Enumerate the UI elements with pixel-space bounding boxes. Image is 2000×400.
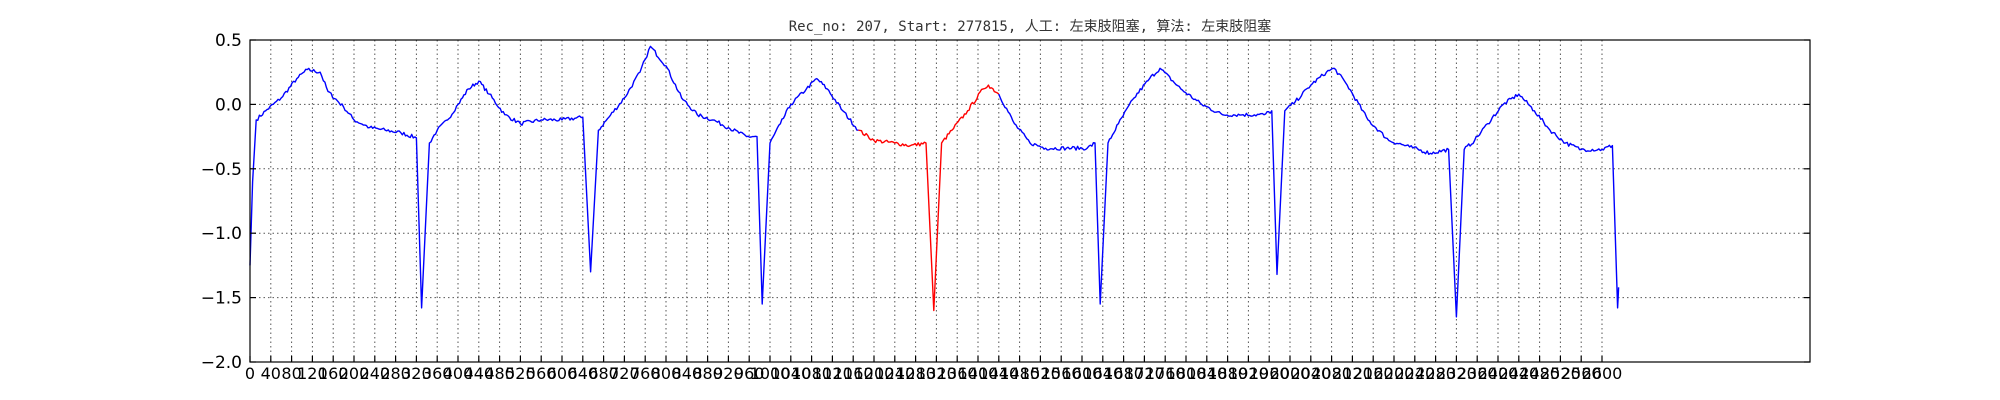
x-tick-label: 2240 <box>1394 364 1435 383</box>
x-tick-label: 1160 <box>833 364 874 383</box>
x-tick-label: 1840 <box>1186 364 1227 383</box>
y-tick-label: −2.0 <box>201 353 242 373</box>
x-tick-label: 2440 <box>1498 364 1539 383</box>
x-tick-label: 1920 <box>1228 364 1269 383</box>
y-axis-ticks: 0.5 0.0 −0.5 −1.0 −1.5 −2.0 <box>201 31 1810 373</box>
x-tick-label: 2200 <box>1374 364 1415 383</box>
x-tick-label: 640 <box>568 364 599 383</box>
x-tick-label: 2360 <box>1457 364 1498 383</box>
x-tick-label: 1040 <box>770 364 811 383</box>
x-tick-label: 320 <box>401 364 432 383</box>
x-tick-label: 2320 <box>1436 364 1477 383</box>
x-tick-label: 920 <box>713 364 744 383</box>
x-axis-ticks: 0 40 8012016020024028032036040044048052056… <box>245 356 1622 383</box>
x-tick-label: 2160 <box>1353 364 1394 383</box>
x-tick-label: 240 <box>360 364 391 383</box>
x-tick-label: 2600 <box>1582 364 1623 383</box>
x-tick-label: 2120 <box>1332 364 1373 383</box>
x-tick-label: 1680 <box>1103 364 1144 383</box>
x-tick-label: 1240 <box>874 364 915 383</box>
x-tick-label: 1120 <box>812 364 853 383</box>
x-tick-label: 520 <box>505 364 536 383</box>
x-tick-label: 1200 <box>854 364 895 383</box>
x-tick-label: 1640 <box>1082 364 1123 383</box>
x-tick-label: 960 <box>734 364 765 383</box>
x-tick-label: 680 <box>588 364 619 383</box>
x-tick-label: 1480 <box>999 364 1040 383</box>
x-tick-label: 600 <box>547 364 578 383</box>
x-tick-label: 2520 <box>1540 364 1581 383</box>
highlighted-beat-segment <box>858 84 1000 312</box>
x-tick-label: 280 <box>380 364 411 383</box>
ecg-line-segment <box>998 67 1620 318</box>
y-tick-label: −1.5 <box>201 289 242 309</box>
x-tick-label: 120 <box>297 364 328 383</box>
x-tick-label: 1600 <box>1062 364 1103 383</box>
x-tick-label: 2480 <box>1519 364 1560 383</box>
x-tick-label: 1320 <box>916 364 957 383</box>
x-tick-label: 840 <box>672 364 703 383</box>
x-tick-label: 1360 <box>937 364 978 383</box>
x-tick-label: 2400 <box>1478 364 1519 383</box>
ecg-trace <box>249 45 1620 318</box>
x-tick-label: 760 <box>630 364 661 383</box>
x-tick-label: 2080 <box>1311 364 1352 383</box>
ecg-line-segment <box>249 45 859 309</box>
chart-title: Rec_no: 207, Start: 277815, 人工: 左束肢阻塞, 算… <box>789 18 1272 35</box>
x-tick-label: 1440 <box>978 364 1019 383</box>
x-tick-label: 1280 <box>895 364 936 383</box>
x-tick-label: 1000 <box>750 364 791 383</box>
x-tick-label: 200 <box>339 364 370 383</box>
x-tick-label: 360 <box>422 364 453 383</box>
x-tick-label: 0 <box>245 364 255 383</box>
x-tick-label: 560 <box>526 364 557 383</box>
x-tick-label: 1400 <box>958 364 999 383</box>
x-tick-label: 1760 <box>1145 364 1186 383</box>
x-tick-label: 2000 <box>1270 364 1311 383</box>
x-tick-label: 1520 <box>1020 364 1061 383</box>
x-tick-label: 720 <box>609 364 640 383</box>
y-tick-label: −1.0 <box>201 224 242 244</box>
x-tick-label: 2560 <box>1561 364 1602 383</box>
x-tick-label: 2040 <box>1290 364 1331 383</box>
x-tick-label: 80 <box>281 364 301 383</box>
x-tick-label: 1880 <box>1207 364 1248 383</box>
grid <box>250 40 1810 362</box>
x-tick-label: 160 <box>318 364 349 383</box>
plot-frame <box>249 39 1811 363</box>
x-tick-label: 40 <box>261 364 281 383</box>
x-tick-label: 480 <box>484 364 515 383</box>
y-tick-label: 0.5 <box>215 31 242 51</box>
x-tick-label: 400 <box>443 364 474 383</box>
x-tick-label: 1560 <box>1041 364 1082 383</box>
x-tick-label: 800 <box>651 364 682 383</box>
x-tick-label: 1720 <box>1124 364 1165 383</box>
x-tick-label: 880 <box>692 364 723 383</box>
x-tick-label: 440 <box>464 364 495 383</box>
x-tick-label: 1080 <box>791 364 832 383</box>
x-tick-label: 1800 <box>1166 364 1207 383</box>
x-tick-label: 1960 <box>1249 364 1290 383</box>
x-tick-label: 2280 <box>1415 364 1456 383</box>
y-tick-label: −0.5 <box>201 160 242 180</box>
y-tick-label: 0.0 <box>215 95 242 115</box>
